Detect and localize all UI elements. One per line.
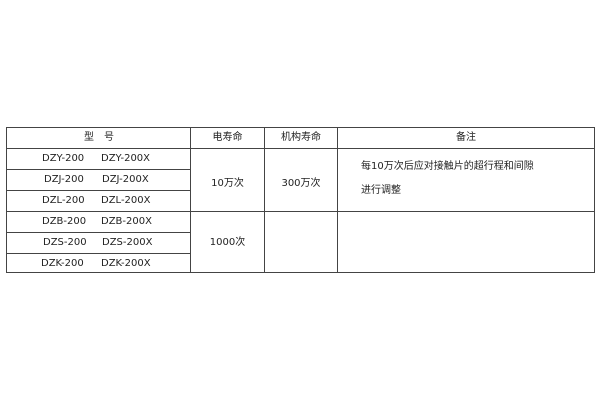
header-electrical-life: 电寿命	[212, 132, 243, 143]
model-x-cell: DZJ-200X	[102, 174, 149, 185]
col-divider	[264, 128, 265, 272]
col-divider	[337, 128, 338, 272]
electrical-life-cell: 10万次	[211, 178, 244, 189]
header-mechanical-life: 机构寿命	[281, 132, 321, 143]
model-x-cell: DZY-200X	[101, 153, 151, 164]
model-cell: DZK-200	[41, 258, 84, 269]
model-cell: DZB-200	[42, 216, 87, 227]
col-divider	[190, 128, 191, 272]
header-model: 型 号	[84, 132, 114, 143]
remark-line: 每10万次后应对接触片的超行程和间隙	[361, 161, 534, 172]
model-cell: DZS-200	[43, 237, 87, 248]
row-divider	[7, 232, 191, 233]
row-divider	[7, 253, 191, 254]
model-cell: DZJ-200	[44, 174, 84, 185]
electrical-life-cell: 1000次	[209, 237, 246, 248]
mechanical-life-cell: 300万次	[281, 178, 321, 189]
model-x-cell: DZK-200X	[101, 258, 151, 269]
specs-table: 型 号 电寿命 机构寿命 备注 DZY-200 DZY-200X DZJ-200…	[6, 127, 595, 273]
header-divider	[7, 148, 594, 149]
model-x-cell: DZL-200X	[101, 195, 151, 206]
row-divider	[7, 190, 191, 191]
model-x-cell: DZS-200X	[102, 237, 153, 248]
model-x-cell: DZB-200X	[101, 216, 152, 227]
model-cell: DZL-200	[42, 195, 85, 206]
group-divider	[7, 211, 594, 212]
header-remarks: 备注	[456, 132, 476, 143]
model-cell: DZY-200	[42, 153, 85, 164]
row-divider	[7, 169, 191, 170]
remark-line: 进行调整	[361, 185, 401, 196]
